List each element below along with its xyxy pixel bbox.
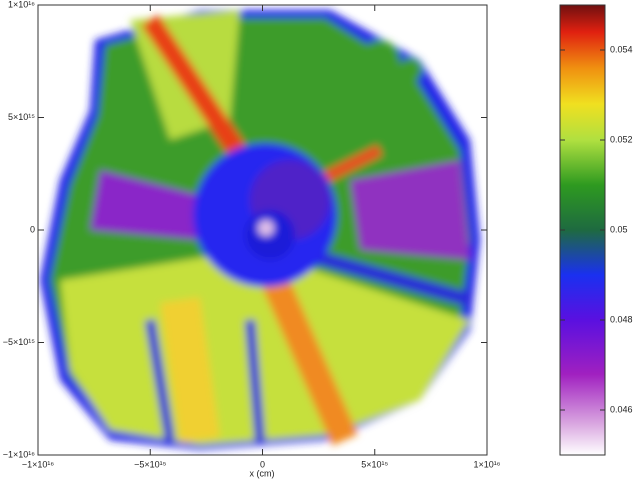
x-axis-label: x (cm) — [250, 468, 275, 478]
y-tick-label: 1×10¹⁶ — [8, 0, 35, 9]
x-tick-label: 1×10¹⁶ — [474, 459, 501, 469]
colorbar-tick-label: 0.046 — [610, 404, 633, 414]
x-tick-label: −5×10¹⁵ — [134, 459, 167, 469]
x-tick-label: 0 — [260, 459, 265, 469]
y-tick-label: 0 — [30, 224, 35, 234]
y-tick-label: −1×10¹⁶ — [3, 449, 36, 459]
colorbar-tick-label: 0.048 — [610, 314, 633, 324]
y-tick-label: −5×10¹⁵ — [3, 337, 36, 347]
field-image — [40, 10, 480, 450]
colorbar — [560, 5, 605, 455]
x-tick-label: 5×10¹⁵ — [361, 459, 388, 469]
colorbar-tick-label: 0.052 — [610, 134, 633, 144]
colorbar-tick-label: 0.054 — [610, 44, 633, 54]
colorbar-tick-label: 0.05 — [610, 224, 628, 234]
y-tick-label: 5×10¹⁵ — [8, 112, 35, 122]
x-tick-label: −1×10¹⁶ — [22, 459, 55, 469]
